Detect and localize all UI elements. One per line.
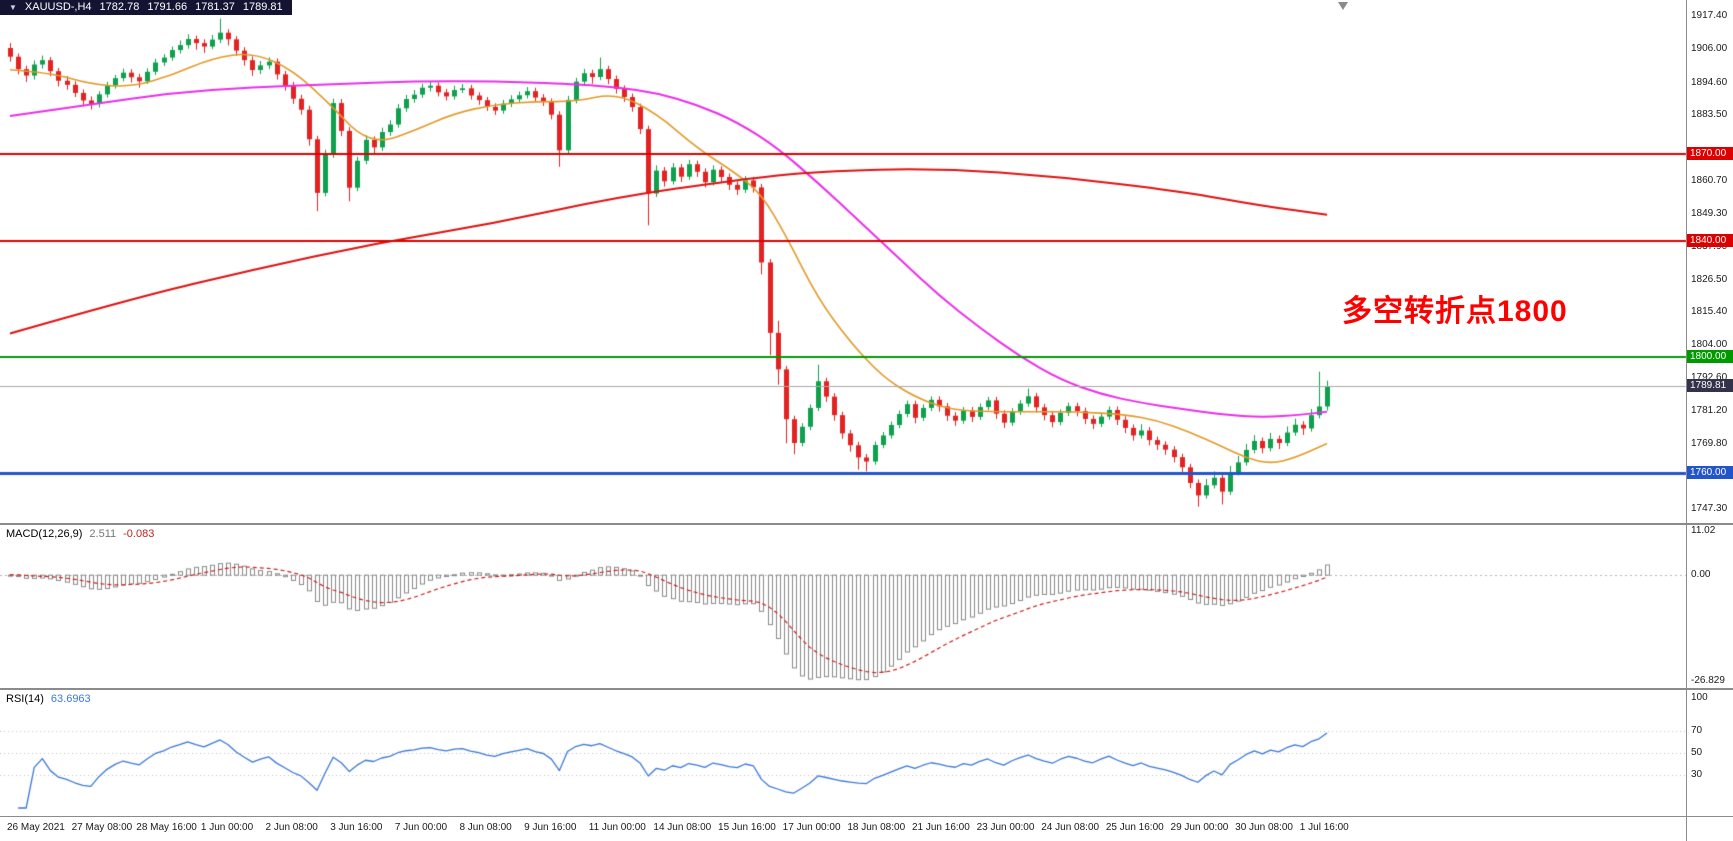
ohlc-high-value: 1791.66 <box>147 1 188 13</box>
panel-divider[interactable] <box>0 523 1733 525</box>
time-axis-label: 26 May 2021 <box>7 822 65 833</box>
time-axis-label: 1 Jun 00:00 <box>200 822 254 833</box>
price-tick: 1815.40 <box>1691 306 1728 317</box>
macd-panel: MACD(12,26,9) 2.511 -0.083 11.02 0.00 -26.… <box>0 525 1733 688</box>
time-axis-label: 3 Jun 16:00 <box>330 822 383 833</box>
time-axis-label: 9 Jun 16:00 <box>524 822 577 833</box>
macd-main-value: 2.511 <box>89 528 117 540</box>
rsi-tick: 50 <box>1691 747 1703 758</box>
time-axis-label: 25 Jun 16:00 <box>1105 822 1164 833</box>
time-axis-label: 27 May 08:00 <box>71 822 133 833</box>
time-axis[interactable]: 26 May 2021 27 May 08:00 28 May 16:00 1 Jun… <box>0 816 1733 841</box>
price-axis-separator <box>1686 0 1687 841</box>
time-axis-label: 30 Jun 08:00 <box>1235 822 1293 833</box>
rsi-value: 63.6963 <box>50 693 91 705</box>
price-tick: 1917.40 <box>1691 10 1728 22</box>
time-axis-label: 24 Jun 08:00 <box>1041 822 1100 833</box>
collapse-chevron-icon[interactable]: ▼ <box>9 3 17 12</box>
time-axis-label: 2 Jun 08:00 <box>265 822 318 833</box>
price-tick: 1781.20 <box>1691 405 1728 417</box>
price-tick: 1804.00 <box>1691 339 1728 351</box>
macd-chart-canvas[interactable] <box>0 525 1733 688</box>
price-level-badge: 1870.00 <box>1687 146 1733 160</box>
rsi-indicator-label: RSI(14) 63.6963 <box>6 693 91 705</box>
rsi-chart-canvas[interactable] <box>0 690 1733 816</box>
rsi-name: RSI(14) <box>6 693 44 705</box>
price-tick: 1849.30 <box>1691 207 1728 219</box>
macd-tick: 0.00 <box>1691 568 1711 580</box>
price-level-badge: 1840.00 <box>1687 233 1733 247</box>
symbol-timeframe-label: XAUUSD-,H4 <box>24 1 92 13</box>
price-tick: 1883.50 <box>1691 108 1728 120</box>
symbol-info-bar: ▼ XAUUSD-,H4 1782.78 1791.66 1781.37 178… <box>0 0 292 15</box>
price-tick: 1906.00 <box>1691 43 1728 55</box>
price-level-badge: 1800.00 <box>1687 349 1733 363</box>
candlestick-chart-canvas[interactable] <box>0 0 1733 523</box>
time-axis-label: 1 Jul 16:00 <box>1299 822 1349 833</box>
time-axis-label: 7 Jun 00:00 <box>394 822 448 833</box>
annotation-text: 多空转折点1800 <box>1342 295 1568 328</box>
time-axis-label: 29 Jun 00:00 <box>1170 822 1229 833</box>
price-level-badge: 1789.81 <box>1687 379 1733 393</box>
time-axis-label: 28 May 16:00 <box>136 822 197 833</box>
macd-tick: 11.02 <box>1691 525 1716 536</box>
macd-indicator-label: MACD(12,26,9) 2.511 -0.083 <box>6 528 154 540</box>
time-axis-label: 23 Jun 00:00 <box>976 822 1035 833</box>
time-axis-label: 21 Jun 16:00 <box>911 822 970 833</box>
price-tick: 1894.60 <box>1691 76 1728 88</box>
time-axis-label: 14 Jun 08:00 <box>653 822 712 833</box>
macd-tick: -26.829 <box>1691 675 1725 686</box>
time-axis-label: 17 Jun 00:00 <box>782 822 841 833</box>
rsi-tick: 100 <box>1691 692 1708 703</box>
price-tick: 1792.60 <box>1691 372 1728 384</box>
price-tick: 1860.70 <box>1691 174 1728 186</box>
rsi-tick: 70 <box>1691 725 1703 736</box>
price-tick: 1747.30 <box>1691 503 1728 515</box>
time-axis-label: 8 Jun 08:00 <box>459 822 512 833</box>
rsi-tick: 30 <box>1691 769 1703 780</box>
rsi-panel: RSI(14) 63.6963 100 70 50 30 <box>0 690 1733 816</box>
main-chart-panel: ▼ XAUUSD-,H4 1782.78 1791.66 1781.37 178… <box>0 0 1733 523</box>
ohlc-close-value: 1789.81 <box>242 1 283 13</box>
ohlc-low-value: 1781.37 <box>195 1 235 13</box>
price-tick: 1769.80 <box>1691 438 1728 450</box>
macd-signal-value: -0.083 <box>123 528 155 540</box>
time-axis-label: 18 Jun 08:00 <box>847 822 906 833</box>
time-axis-label: 15 Jun 16:00 <box>718 822 776 833</box>
chart-shift-marker-icon[interactable] <box>1338 2 1348 10</box>
ohlc-open-value: 1782.78 <box>99 1 140 13</box>
macd-name: MACD(12,26,9) <box>6 528 83 540</box>
price-level-badge: 1760.00 <box>1687 465 1733 479</box>
panel-divider[interactable] <box>0 688 1733 690</box>
time-axis-label: 11 Jun 00:00 <box>588 822 646 833</box>
price-tick: 1826.50 <box>1691 273 1728 285</box>
